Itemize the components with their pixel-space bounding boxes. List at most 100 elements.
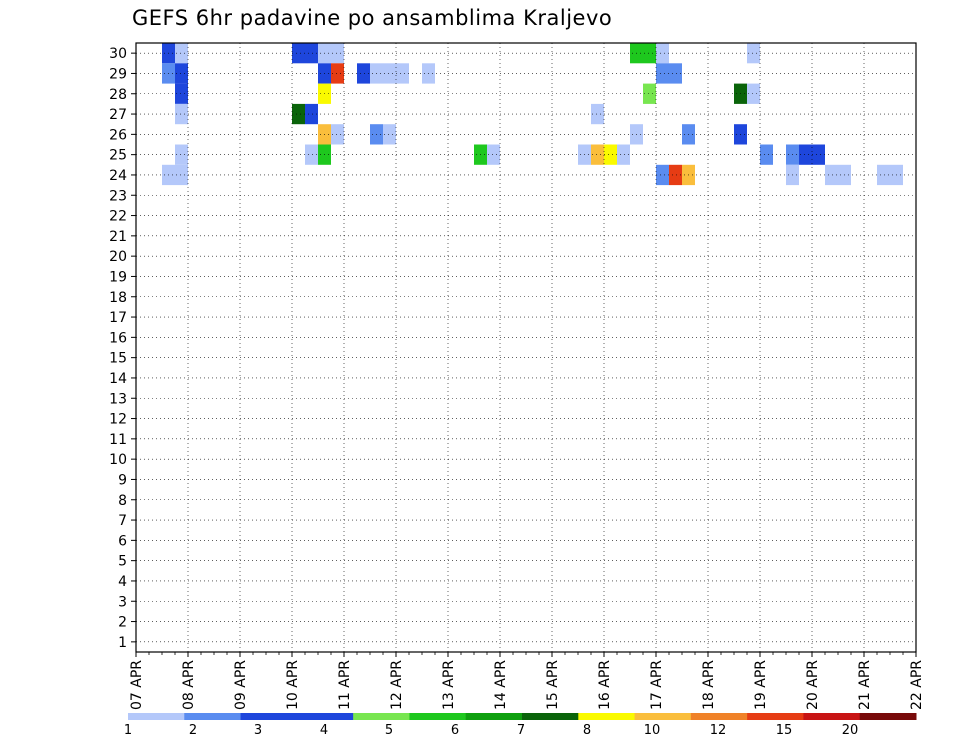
colorbar-label: 8 (583, 723, 591, 738)
y-tick-label: 4 (118, 574, 127, 590)
x-tick-label: 08 APR (181, 660, 197, 710)
heatmap-cell (305, 103, 318, 125)
heatmap-cell (396, 63, 409, 84)
colorbar-label: 12 (710, 723, 727, 738)
colorbar-label: 20 (842, 723, 859, 738)
colorbar-segment (296, 713, 354, 720)
heatmap-cell (487, 144, 500, 165)
x-tick-label: 17 APR (649, 660, 665, 710)
colorbar-segment (240, 713, 298, 720)
y-tick-label: 1 (118, 635, 127, 651)
colorbar-segment (465, 713, 523, 720)
chart-title: GEFS 6hr padavine po ansamblima Kraljevo (132, 6, 613, 30)
heatmap-cell (604, 144, 617, 165)
heatmap-cell (331, 43, 344, 64)
colorbar-label: 5 (385, 723, 393, 738)
y-tick-label: 11 (109, 432, 127, 448)
y-tick-label: 23 (109, 188, 127, 204)
x-tick-label: 21 APR (857, 660, 873, 710)
heatmap-cell (656, 43, 669, 64)
colorbar-segment (353, 713, 410, 720)
heatmap-cell (383, 63, 396, 84)
heatmap-cell (643, 43, 656, 64)
colorbar-label: 2 (189, 723, 197, 738)
heatmap-cell (877, 164, 890, 186)
heatmap-cell (175, 43, 188, 64)
heatmap-cell (825, 164, 838, 186)
y-tick-label: 12 (109, 412, 127, 428)
x-tick-label: 09 APR (233, 660, 249, 710)
x-tick-label: 19 APR (753, 660, 769, 710)
y-tick-label: 24 (109, 168, 127, 184)
heatmap-cell (747, 43, 760, 64)
y-tick-label: 7 (118, 513, 127, 529)
y-tick-label: 19 (109, 269, 127, 285)
colorbar-label: 10 (644, 723, 661, 738)
y-tick-label: 2 (118, 615, 127, 631)
y-tick-label: 5 (118, 554, 127, 570)
x-tick-label: 10 APR (285, 660, 301, 710)
heatmap-cell (643, 83, 656, 104)
colorbar-segment (634, 713, 692, 720)
heatmap-cell (305, 43, 318, 64)
colorbar-segment (803, 713, 861, 720)
y-tick-label: 9 (118, 472, 127, 488)
heatmap-cell (305, 144, 318, 165)
y-tick-label: 29 (109, 66, 127, 82)
heatmap-cell (175, 164, 188, 186)
y-tick-label: 17 (109, 310, 127, 326)
heatmap-cell (292, 43, 305, 64)
y-tick-label: 16 (109, 330, 127, 346)
colorbar-segment (184, 713, 242, 720)
x-tick-label: 07 APR (129, 660, 145, 710)
heatmap-cell (175, 63, 188, 84)
y-tick-label: 21 (109, 229, 127, 245)
heatmap-cell (383, 124, 396, 145)
x-tick-label: 12 APR (389, 660, 405, 710)
y-tick-label: 13 (109, 391, 127, 407)
x-tick-label: 13 APR (441, 660, 457, 710)
heatmap-cell (331, 124, 344, 145)
heatmap-cell (175, 103, 188, 125)
heatmap-cell (175, 83, 188, 104)
colorbar-segment (522, 713, 579, 720)
y-tick-label: 22 (109, 209, 127, 225)
colorbar-segment (128, 713, 185, 720)
y-tick-label: 27 (109, 107, 127, 123)
y-tick-label: 6 (118, 533, 127, 549)
colorbar-label: 6 (451, 723, 459, 738)
heatmap-cell (669, 164, 682, 186)
heatmap-cell (357, 63, 370, 84)
y-tick-label: 25 (109, 148, 127, 164)
colorbar-segment (409, 713, 467, 720)
x-tick-label: 11 APR (337, 660, 353, 710)
colorbar-segment (690, 713, 748, 720)
y-tick-label: 26 (109, 127, 127, 143)
y-tick-label: 18 (109, 290, 127, 306)
y-tick-label: 15 (109, 351, 127, 367)
colorbar-label: 4 (320, 723, 328, 738)
x-tick-label: 16 APR (597, 660, 613, 710)
heatmap-cell (292, 103, 305, 125)
colorbar-label: 3 (254, 723, 262, 738)
heatmap-cell (812, 144, 825, 165)
y-tick-label: 8 (118, 493, 127, 509)
y-tick-label: 14 (109, 371, 127, 387)
colorbar-segment (747, 713, 804, 720)
colorbar-label: 15 (776, 723, 793, 738)
y-tick-label: 3 (118, 594, 127, 610)
heatmap-cell (591, 144, 604, 165)
x-tick-label: 20 APR (805, 660, 821, 710)
heatmap-cell (760, 144, 773, 165)
heatmap-cell (656, 164, 669, 186)
colorbar-label: 1 (124, 723, 132, 738)
heatmap-cell (331, 63, 344, 84)
heatmap-cell (656, 63, 669, 84)
colorbar-segment (578, 713, 636, 720)
heatmap-cell (669, 63, 682, 84)
x-tick-label: 15 APR (545, 660, 561, 710)
x-tick-label: 14 APR (493, 660, 509, 710)
heatmap-cell (591, 103, 604, 125)
heatmap-cell (617, 144, 630, 165)
